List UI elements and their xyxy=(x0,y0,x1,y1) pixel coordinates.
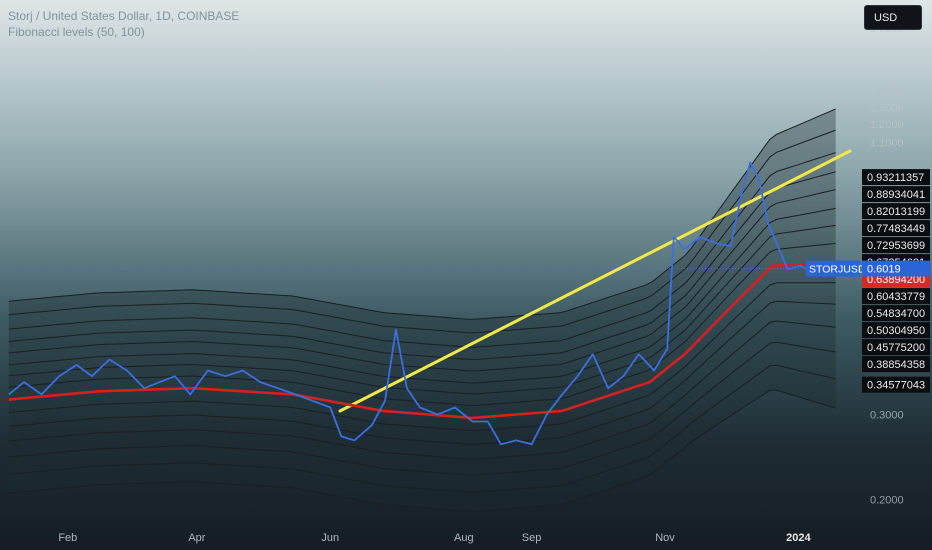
x-tick-label: Sep xyxy=(522,532,542,544)
level-label-box xyxy=(862,203,930,220)
symbol-tag-text: STORJUSD xyxy=(809,264,866,276)
fib-band-line xyxy=(8,364,836,493)
chart-header: Storj / United States Dollar, 1D, COINBA… xyxy=(8,8,239,40)
level-label-box xyxy=(862,339,930,356)
level-label: 0.77483449 xyxy=(862,220,930,237)
level-label-box xyxy=(862,376,930,393)
fib-band-line xyxy=(8,207,836,384)
level-label: 0.93211357 xyxy=(862,169,930,186)
x-tick-label: Jun xyxy=(321,532,339,544)
level-label-text: 0.34577043 xyxy=(867,380,925,392)
level-label: 0.60433779 xyxy=(862,288,930,305)
level-label: 0.72953699 xyxy=(862,237,930,254)
level-label: 0.54834700 xyxy=(862,305,930,322)
y-tick-label: 0.3000 xyxy=(870,409,904,421)
fib-band-line xyxy=(8,224,836,395)
level-label-box xyxy=(862,305,930,322)
level-label-box xyxy=(862,322,930,339)
fib-band-line xyxy=(8,171,836,361)
price-series xyxy=(8,161,837,446)
x-tick-label: Nov xyxy=(655,532,675,544)
symbol-tag-box xyxy=(806,260,860,277)
level-label: 0.82013199 xyxy=(862,203,930,220)
level-label-text: 0.50304950 xyxy=(867,325,925,337)
level-label: 0.50304950 xyxy=(862,322,930,339)
y-tick-label: 1.3000 xyxy=(870,102,904,114)
level-label-box xyxy=(862,169,930,186)
level-label-text: 0.54834700 xyxy=(867,308,925,320)
indicator-label: Fibonacci levels (50, 100) xyxy=(8,25,145,39)
fib-band-lines xyxy=(8,108,836,512)
level-label: 0.38854358 xyxy=(862,356,930,373)
chart-title: Storj / United States Dollar, 1D, COINBA… xyxy=(8,9,240,23)
level-label-text: 0.93211357 xyxy=(867,172,924,184)
x-tick-label: Feb xyxy=(58,532,77,544)
level-label-text: 0.38854358 xyxy=(867,359,925,371)
level-label-text: 0.45775200 xyxy=(867,342,925,354)
level-label-box xyxy=(862,356,930,373)
y-tick-label: 1.1000 xyxy=(870,137,904,149)
level-label-text: 0.77483449 xyxy=(867,223,925,235)
level-label-text: 0.72953699 xyxy=(867,240,925,252)
level-label-box xyxy=(862,237,930,254)
y-tick-label: 1.4000 xyxy=(870,87,904,99)
currency-button[interactable]: USD xyxy=(864,5,922,30)
fib-band-fill xyxy=(8,109,836,512)
level-label: 0.88934041 xyxy=(862,186,930,203)
level-label-text: 0.63894200 xyxy=(867,274,925,286)
fib-band-line xyxy=(8,300,836,446)
level-label-text: 0.88934041 xyxy=(867,189,925,201)
last-price-tag: 0.6019 xyxy=(862,260,930,277)
level-label-text: 0.82013199 xyxy=(867,206,925,218)
last-price-box xyxy=(862,260,930,277)
x-tick-label: Apr xyxy=(188,532,205,544)
level-label: 0.34577043 xyxy=(862,376,930,393)
x-tick-label: Aug xyxy=(454,532,474,544)
y-tick-label: 0.2000 xyxy=(870,494,904,506)
fib-band-line xyxy=(8,282,836,432)
last-price-text: 0.6019 xyxy=(867,264,901,276)
fib-band-line xyxy=(8,129,836,334)
fib-band-line xyxy=(8,189,836,372)
fib-band-line xyxy=(8,242,836,407)
level-label-box xyxy=(862,186,930,203)
fib-band-line xyxy=(8,152,836,348)
level-label-box xyxy=(862,288,930,305)
midline-series xyxy=(8,261,836,420)
x-tick-label: 2024 xyxy=(786,532,811,544)
fib-band-line xyxy=(8,320,836,460)
symbol-tag: STORJUSD xyxy=(806,260,866,277)
fib-band-line xyxy=(8,389,836,512)
level-label-text: 0.60433779 xyxy=(867,291,925,303)
level-label-box xyxy=(862,220,930,237)
y-tick-label: 1.2000 xyxy=(870,119,904,131)
fib-band-line xyxy=(8,341,836,476)
trendline xyxy=(338,149,852,413)
level-label: 0.45775200 xyxy=(862,339,930,356)
